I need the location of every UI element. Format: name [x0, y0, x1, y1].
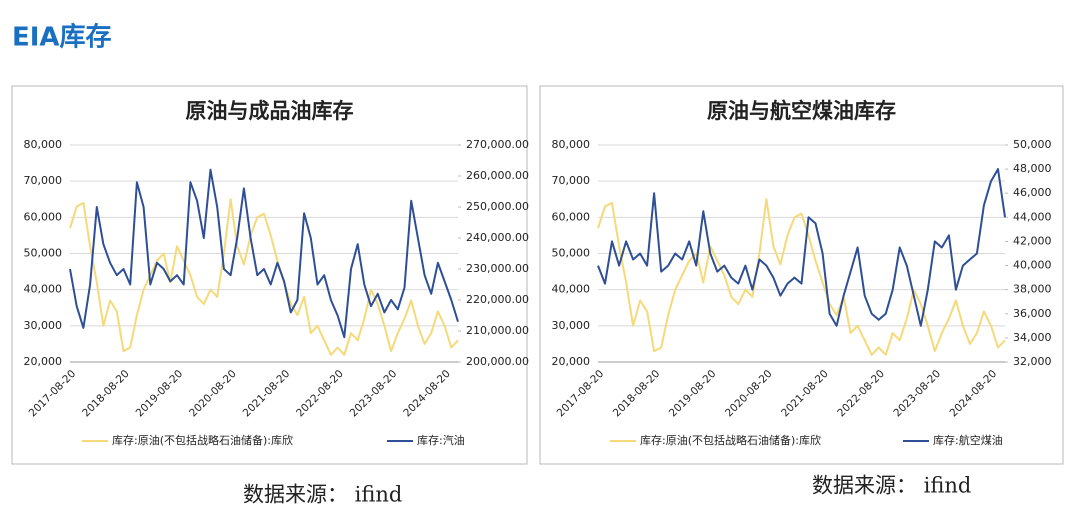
chart-frame	[11, 85, 528, 465]
y2-tick-label: 48,000	[1013, 162, 1052, 175]
data-line	[597, 168, 1006, 327]
source-note: 数据来源： ifind	[243, 483, 402, 507]
y2-tick-label: 44,000	[1013, 210, 1052, 223]
y2-tick-label: 46,000	[1013, 186, 1052, 199]
y-tick-label: 60,000	[24, 210, 63, 223]
y-tick-label: 50,000	[24, 247, 63, 260]
y2-tick-label: 42,000	[1013, 234, 1052, 247]
y-tick-label: 20,000	[552, 355, 591, 368]
y2-tick-label: 36,000	[1013, 307, 1052, 320]
chart-title: 原油与航空煤油库存	[707, 99, 896, 123]
y-tick-label: 70,000	[24, 174, 63, 187]
y2-tick-label: 200,000.00	[466, 355, 529, 368]
y-tick-label: 40,000	[552, 283, 591, 296]
y2-tick-label: 230,000.00	[466, 262, 529, 275]
y-tick-label: 60,000	[552, 210, 591, 223]
y-tick-label: 30,000	[552, 319, 591, 332]
legend-label: 库存:航空煤油	[933, 433, 1003, 447]
y2-tick-label: 50,000	[1013, 138, 1052, 151]
y2-tick-label: 240,000.00	[466, 231, 529, 244]
y2-tick-label: 34,000	[1013, 331, 1052, 344]
page-title: EIA库存	[12, 23, 112, 53]
y2-tick-label: 40,000	[1013, 259, 1052, 272]
y-tick-label: 20,000	[24, 355, 63, 368]
data-line	[69, 168, 459, 339]
data-line	[597, 198, 1006, 356]
y2-tick-label: 250,000.00	[466, 200, 529, 213]
y-tick-label: 80,000	[24, 138, 63, 151]
legend-label: 库存:原油(不包括战略石油储备):库欣	[640, 433, 821, 447]
y-tick-label: 30,000	[24, 319, 63, 332]
y-tick-label: 70,000	[552, 174, 591, 187]
y2-tick-label: 38,000	[1013, 283, 1052, 296]
y-tick-label: 40,000	[24, 283, 63, 296]
y2-tick-label: 32,000	[1013, 355, 1052, 368]
y2-tick-label: 270,000.00	[466, 138, 529, 151]
source-note: 数据来源： ifind	[812, 474, 971, 498]
legend-label: 库存:汽油	[417, 433, 465, 447]
data-line	[69, 198, 459, 356]
y2-tick-label: 220,000.00	[466, 293, 529, 306]
y2-tick-label: 260,000.00	[466, 169, 529, 182]
legend-label: 库存:原油(不包括战略石油储备):库欣	[112, 433, 293, 447]
y-tick-label: 80,000	[552, 138, 591, 151]
y-tick-label: 50,000	[552, 247, 591, 260]
y2-tick-label: 210,000.00	[466, 324, 529, 337]
chart-title: 原油与成品油库存	[186, 99, 354, 123]
